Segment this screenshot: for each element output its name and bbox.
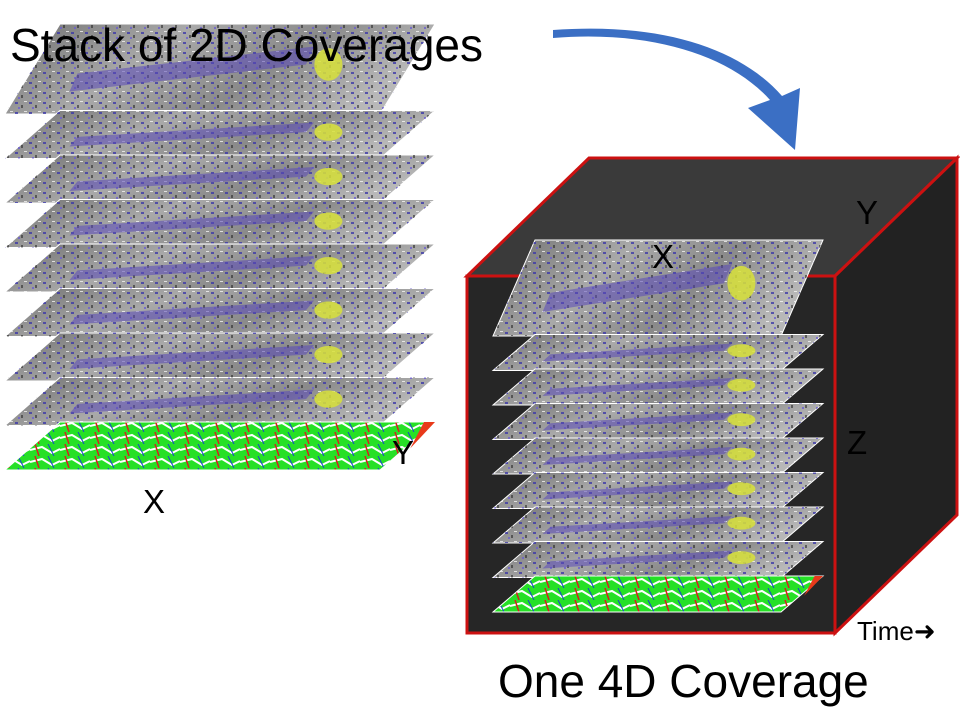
time-label-text: Time bbox=[857, 616, 914, 646]
cube-layer-spot bbox=[727, 413, 756, 427]
cube-layer-0 bbox=[491, 575, 825, 613]
left-layer-7 bbox=[3, 110, 437, 159]
cube-layer-spot bbox=[727, 344, 756, 358]
cube-layer-band bbox=[542, 412, 732, 431]
cube-layer-8 bbox=[492, 239, 824, 337]
left-layer-5 bbox=[3, 199, 437, 248]
cube-layer-4 bbox=[491, 437, 825, 475]
cube-layer-band bbox=[542, 343, 732, 362]
cube-layer-spot bbox=[727, 265, 756, 301]
left-layer-3 bbox=[3, 288, 437, 337]
cube-layer-band bbox=[542, 550, 732, 569]
cube-layer-spot bbox=[727, 516, 756, 530]
arrow-shape bbox=[553, 28, 800, 150]
cube-layer-band bbox=[542, 378, 732, 396]
left-layer-band bbox=[69, 256, 314, 280]
cube-base-map-layer bbox=[491, 575, 825, 613]
cube-layer-spot bbox=[727, 551, 756, 565]
left-base-map-layer bbox=[3, 421, 437, 471]
left-layer-spot bbox=[314, 301, 343, 319]
left-layer-band bbox=[69, 389, 314, 414]
left-layer-1 bbox=[3, 377, 437, 426]
cube-layer-band bbox=[542, 481, 732, 500]
cube-layer-spot bbox=[727, 482, 756, 496]
left-layer-spot bbox=[314, 345, 343, 364]
cube-base-red-region bbox=[804, 576, 823, 596]
left-y-axis-label: Y bbox=[392, 434, 415, 471]
left-base-red-region bbox=[410, 422, 435, 449]
left-layer-band bbox=[69, 211, 314, 236]
cube-layer-band bbox=[542, 264, 732, 312]
left-layer-band bbox=[69, 122, 314, 147]
left-x-axis-label: X bbox=[143, 483, 166, 520]
cube-layer-7 bbox=[491, 334, 825, 371]
cube-layer-spot bbox=[727, 447, 756, 461]
cube-inner-stack bbox=[491, 239, 825, 613]
cube-layer-1 bbox=[491, 541, 825, 578]
left-layer-spot bbox=[314, 256, 343, 275]
left-layer-band bbox=[69, 46, 314, 92]
cube-layer-spot bbox=[727, 378, 756, 392]
caption-text: One 4D Coverage bbox=[498, 655, 869, 707]
left-layer-spot bbox=[314, 390, 343, 408]
cube-y-axis-label: Y bbox=[856, 194, 879, 231]
cube-layer-band bbox=[542, 447, 732, 465]
cube-layer-5 bbox=[491, 403, 825, 440]
title-text: Stack of 2D Coverages bbox=[10, 19, 484, 71]
left-layer-6 bbox=[3, 154, 437, 204]
left-layer-spot bbox=[314, 212, 343, 230]
cube-layer-3 bbox=[491, 472, 825, 509]
left-layer-spot bbox=[314, 123, 343, 141]
left-layer-0 bbox=[3, 421, 437, 471]
left-layer-8 bbox=[4, 23, 436, 115]
left-layer-band bbox=[69, 345, 314, 369]
cube-x-axis-label: X bbox=[652, 238, 675, 275]
left-layer-4 bbox=[3, 243, 437, 293]
cube-layer-2 bbox=[491, 506, 825, 544]
left-layer-band bbox=[69, 300, 314, 325]
left-layer-spot bbox=[314, 167, 343, 186]
cube-z-axis-label: Z bbox=[847, 424, 868, 461]
cube-time-axis-label: Time➜ bbox=[857, 616, 936, 647]
left-coverage-stack bbox=[3, 23, 437, 471]
time-arrow-icon: ➜ bbox=[913, 616, 936, 646]
left-layer-2 bbox=[3, 332, 437, 382]
coverage-cube bbox=[463, 154, 960, 637]
curved-arrow bbox=[553, 28, 800, 150]
cube-layer-band bbox=[542, 516, 732, 534]
cube-layer-6 bbox=[491, 368, 825, 406]
left-layer-spot bbox=[314, 48, 343, 81]
left-layer-band bbox=[69, 167, 314, 191]
